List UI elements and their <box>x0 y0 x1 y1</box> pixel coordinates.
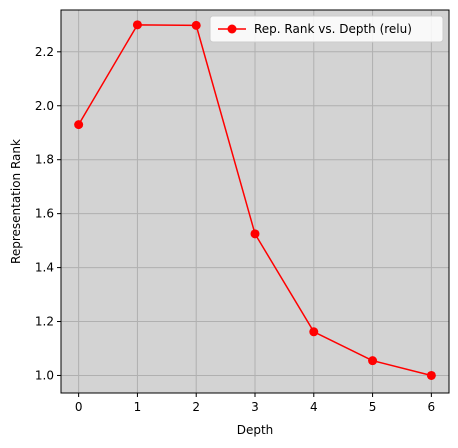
y-axis-label: Representation Rank <box>9 139 23 264</box>
y-tick-label: 1.6 <box>35 207 54 221</box>
y-tick-label: 2.0 <box>35 99 54 113</box>
y-tick-label: 2.2 <box>35 45 54 59</box>
data-point <box>74 120 84 130</box>
data-point <box>426 370 436 380</box>
x-tick-label: 2 <box>192 400 200 414</box>
legend: Rep. Rank vs. Depth (relu) <box>209 15 444 43</box>
legend-entry-label: Rep. Rank vs. Depth (relu) <box>254 22 412 36</box>
legend-dot-marker <box>227 24 237 34</box>
y-tick-label: 1.0 <box>35 368 54 382</box>
x-tick-label: 4 <box>310 400 318 414</box>
data-point <box>191 20 201 30</box>
x-tick-label: 5 <box>369 400 377 414</box>
ticks: 0 1 2 3 4 5 6 1.0 1.2 1.4 1.6 1.8 2.0 2.2 <box>35 45 435 414</box>
x-tick-label: 3 <box>251 400 259 414</box>
x-axis-label: Depth <box>237 423 274 437</box>
data-point <box>309 327 319 337</box>
legend-box <box>209 15 444 43</box>
y-tick-label: 1.2 <box>35 315 54 329</box>
grid <box>61 10 449 393</box>
data-point <box>132 20 142 30</box>
series-layer <box>74 20 436 380</box>
y-tick-label: 1.8 <box>35 153 54 167</box>
x-tick-label: 1 <box>134 400 142 414</box>
y-tick-label: 1.4 <box>35 261 54 275</box>
data-point <box>250 229 260 239</box>
x-tick-label: 6 <box>428 400 436 414</box>
data-point <box>368 356 378 366</box>
x-tick-label: 0 <box>75 400 83 414</box>
